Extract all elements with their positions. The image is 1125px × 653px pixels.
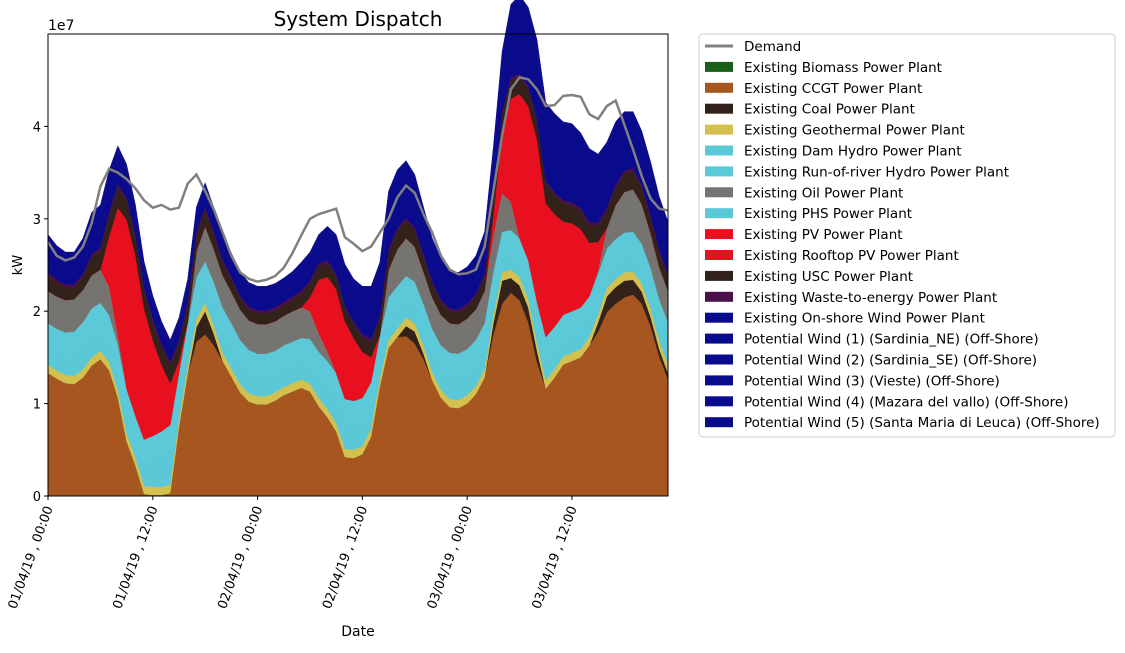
line-demand <box>46 76 669 283</box>
legend-swatch-existing-coal-power-plant <box>705 103 733 114</box>
legend-frame <box>698 33 1116 438</box>
legend-label-existing-pv-power-plant: Existing PV Power Plant <box>744 227 903 243</box>
x-tick-label: 03/04/19 , 00:00 <box>425 504 476 611</box>
legend-swatch-existing-run-of-river-hydro-power-plant <box>705 166 733 177</box>
y-tick-label: 1 <box>33 398 41 413</box>
legend-label-existing-rooftop-pv-power-plant: Existing Rooftop PV Power Plant <box>744 248 959 264</box>
legend-label-existing-biomass-power-plant: Existing Biomass Power Plant <box>744 60 942 76</box>
x-axis-label: Date <box>341 624 374 640</box>
legend-label-existing-run-of-river-hydro-power-plant: Existing Run-of-river Hydro Power Plant <box>744 164 1009 180</box>
legend-swatch-existing-ccgt-power-plant <box>705 82 733 93</box>
legend-label-potential-wind-1-sardinia-ne-off-shore: Potential Wind (1) (Sardinia_NE) (Off-Sh… <box>744 332 1039 348</box>
legend-swatch-existing-dam-hydro-power-plant <box>705 145 733 156</box>
legend-label-existing-oil-power-plant: Existing Oil Power Plant <box>744 185 903 201</box>
legend-label-potential-wind-2-sardinia-se-off-shore: Potential Wind (2) (Sardinia_SE) (Off-Sh… <box>744 353 1037 369</box>
x-tick-label: 02/04/19 , 12:00 <box>320 504 371 611</box>
x-tick-label: 01/04/19 , 12:00 <box>110 504 161 611</box>
y-tick-label: 4 <box>33 120 41 135</box>
legend-swatch-existing-waste-to-energy-power-plant <box>705 291 733 302</box>
legend-swatch-existing-phs-power-plant <box>705 208 733 219</box>
legend-label-existing-ccgt-power-plant: Existing CCGT Power Plant <box>744 81 922 97</box>
legend-swatch-existing-usc-power-plant <box>705 270 733 281</box>
y-axis: 0 1 2 3 4 <box>33 120 48 505</box>
chart-title: System Dispatch <box>274 7 443 31</box>
y-tick-label: 2 <box>33 305 41 320</box>
legend-swatch-potential-wind-1-sardinia-ne-off-shore <box>705 333 733 344</box>
legend-swatch-potential-wind-3-vieste-off-shore <box>705 375 733 386</box>
legend-label-demand: Demand <box>744 39 801 55</box>
legend-label-existing-waste-to-energy-power-plant: Existing Waste-to-energy Power Plant <box>744 290 997 306</box>
x-tick-label: 02/04/19 , 00:00 <box>215 504 266 611</box>
y-axis-label: kW <box>11 255 26 276</box>
y-tick-label: 0 <box>33 490 41 505</box>
plot-frame <box>47 33 669 497</box>
y-tick-label: 3 <box>33 213 41 228</box>
legend-label-existing-coal-power-plant: Existing Coal Power Plant <box>744 102 915 118</box>
legend-swatch-existing-rooftop-pv-power-plant <box>705 250 733 260</box>
legend-label-existing-geothermal-power-plant: Existing Geothermal Power Plant <box>744 123 965 139</box>
legend-label-existing-on-shore-wind-power-plant: Existing On-shore Wind Power Plant <box>744 311 985 327</box>
legend-label-existing-phs-power-plant: Existing PHS Power Plant <box>744 206 912 222</box>
legend-swatch-existing-geothermal-power-plant <box>705 124 733 135</box>
legend-label-potential-wind-5-santa-maria-di-leuca-off-shore: Potential Wind (5) (Santa Maria di Leuca… <box>744 415 1100 431</box>
legend-label-potential-wind-3-vieste-off-shore: Potential Wind (3) (Vieste) (Off-Shore) <box>744 373 1000 389</box>
legend-swatch-existing-on-shore-wind-power-plant <box>705 312 733 323</box>
legend-label-existing-dam-hydro-power-plant: Existing Dam Hydro Power Plant <box>744 144 962 160</box>
legend-swatch-existing-pv-power-plant <box>705 229 733 240</box>
legend-swatch-potential-wind-5-santa-maria-di-leuca-off-shore <box>705 417 733 428</box>
legend-swatch-existing-biomass-power-plant <box>705 61 733 72</box>
legend-label-existing-usc-power-plant: Existing USC Power Plant <box>744 269 913 285</box>
legend-swatch-potential-wind-2-sardinia-se-off-shore <box>705 354 733 365</box>
legend-label-potential-wind-4-mazara-del-vallo-off-shore: Potential Wind (4) (Mazara del vallo) (O… <box>744 394 1069 410</box>
legend-swatch-potential-wind-4-mazara-del-vallo-off-shore <box>705 396 733 407</box>
x-axis: 01/04/19 , 00:00 01/04/19 , 12:00 02/04/19… <box>6 496 581 611</box>
x-tick-label: 01/04/19 , 00:00 <box>6 504 57 611</box>
legend-swatch-existing-oil-power-plant <box>705 187 733 198</box>
x-tick-label: 03/04/19 , 12:00 <box>530 504 581 611</box>
demand-layer <box>46 76 669 283</box>
legend: Demand Existing Biomass Power Plant Existi… <box>698 33 1116 438</box>
y-scale-label: 1e7 <box>48 18 74 34</box>
